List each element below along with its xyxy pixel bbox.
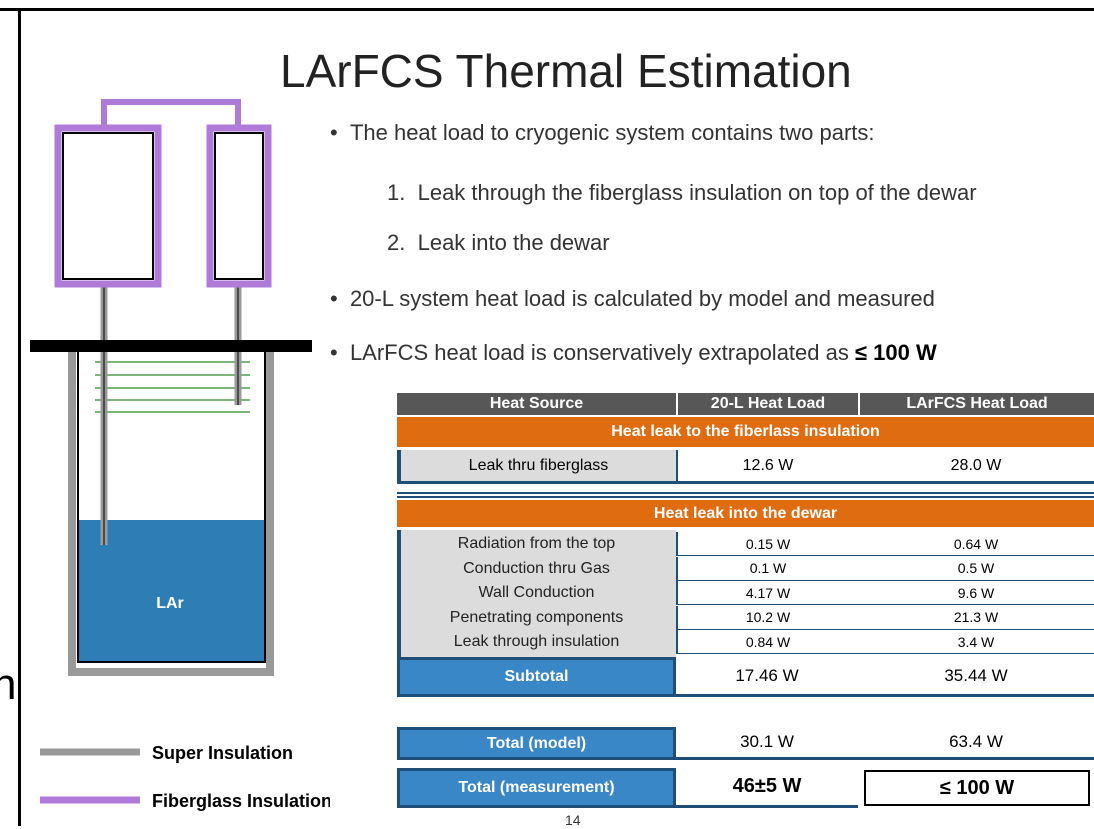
table-cell: 10.2 W [676,606,858,630]
table-cell: 0.84 W [676,630,858,654]
table-cell: 4.17 W [676,581,858,605]
number: 1. [387,180,405,205]
sub-item: 2. Leak into the dewar [387,230,610,256]
bullet-text: LArFCS heat load is conservatively extra… [350,340,855,365]
table-cell: 0.1 W [676,557,858,581]
table-cell: Total (model) [397,727,676,760]
table-cell: 0.5 W [858,557,1094,581]
section-row: Heat leak into the dewar [397,500,1094,527]
sub-item-text: Leak through the fiberglass insulation o… [418,180,977,205]
table-cell: Subtotal [397,657,676,697]
table-cell: 21.3 W [858,606,1094,630]
flange [30,340,312,352]
bullet: • 20-L system heat load is calculated by… [330,286,935,312]
table-cell: 0.64 W [858,532,1094,556]
liquid-label: LAr [156,595,184,612]
header-cell: LArFCS Heat Load [858,393,1094,415]
title: LArFCS Thermal Estimation [280,44,852,98]
table-cell: 28.0 W [858,450,1094,484]
bullet-text: 20-L system heat load is calculated by m… [350,286,935,311]
table-cell: ≤ 100 W [864,770,1090,806]
table-cell: Wall Conduction [397,581,676,605]
table-cell: Penetrating components [397,606,676,630]
table-cell: 9.6 W [858,581,1094,605]
number: 2. [387,230,405,255]
bullet-bold: ≤ 100 W [855,340,937,365]
dewar-diagram: LAr Super Insulation Fiberglass Insulati… [0,0,330,826]
table-cell: 46±5 W [676,768,858,808]
shields [95,362,250,412]
legend-label: Fiberglass Insulation [152,791,330,811]
table-cell: 63.4 W [858,727,1094,760]
bullet: • LArFCS heat load is conservatively ext… [330,340,937,366]
bullet: • The heat load to cryogenic system cont… [330,120,875,146]
legend-label: Super Insulation [152,743,293,763]
bullet-text: The heat load to cryogenic system contai… [350,120,875,145]
header-cell: 20-L Heat Load [676,393,858,415]
table-cell: Conduction thru Gas [397,557,676,581]
table-cell: 0.15 W [676,532,858,556]
fiberglass-box [210,128,268,284]
table-cell: 12.6 W [676,450,858,484]
table-cell: Total (measurement) [397,768,676,808]
table-cell: 35.44 W [858,657,1094,697]
fiberglass-connector [104,102,238,125]
table-cell: Leak thru fiberglass [397,450,676,484]
table-cell: 17.46 W [676,657,858,697]
table-cell: Leak through insulation [397,630,676,654]
sub-item-text: Leak into the dewar [418,230,610,255]
table-cell: 30.1 W [676,727,858,760]
fiberglass-box [58,128,158,284]
spacer [397,492,1094,498]
sub-item: 1. Leak through the fiberglass insulatio… [387,180,1094,206]
table-cell: Radiation from the top [397,532,676,556]
section-row: Heat leak to the fiberlass insulation [397,415,1094,447]
page: n LArFCS Thermal Estimation • The heat l… [0,0,1094,826]
table-cell: 3.4 W [858,630,1094,654]
header-cell: Heat Source [397,393,676,415]
